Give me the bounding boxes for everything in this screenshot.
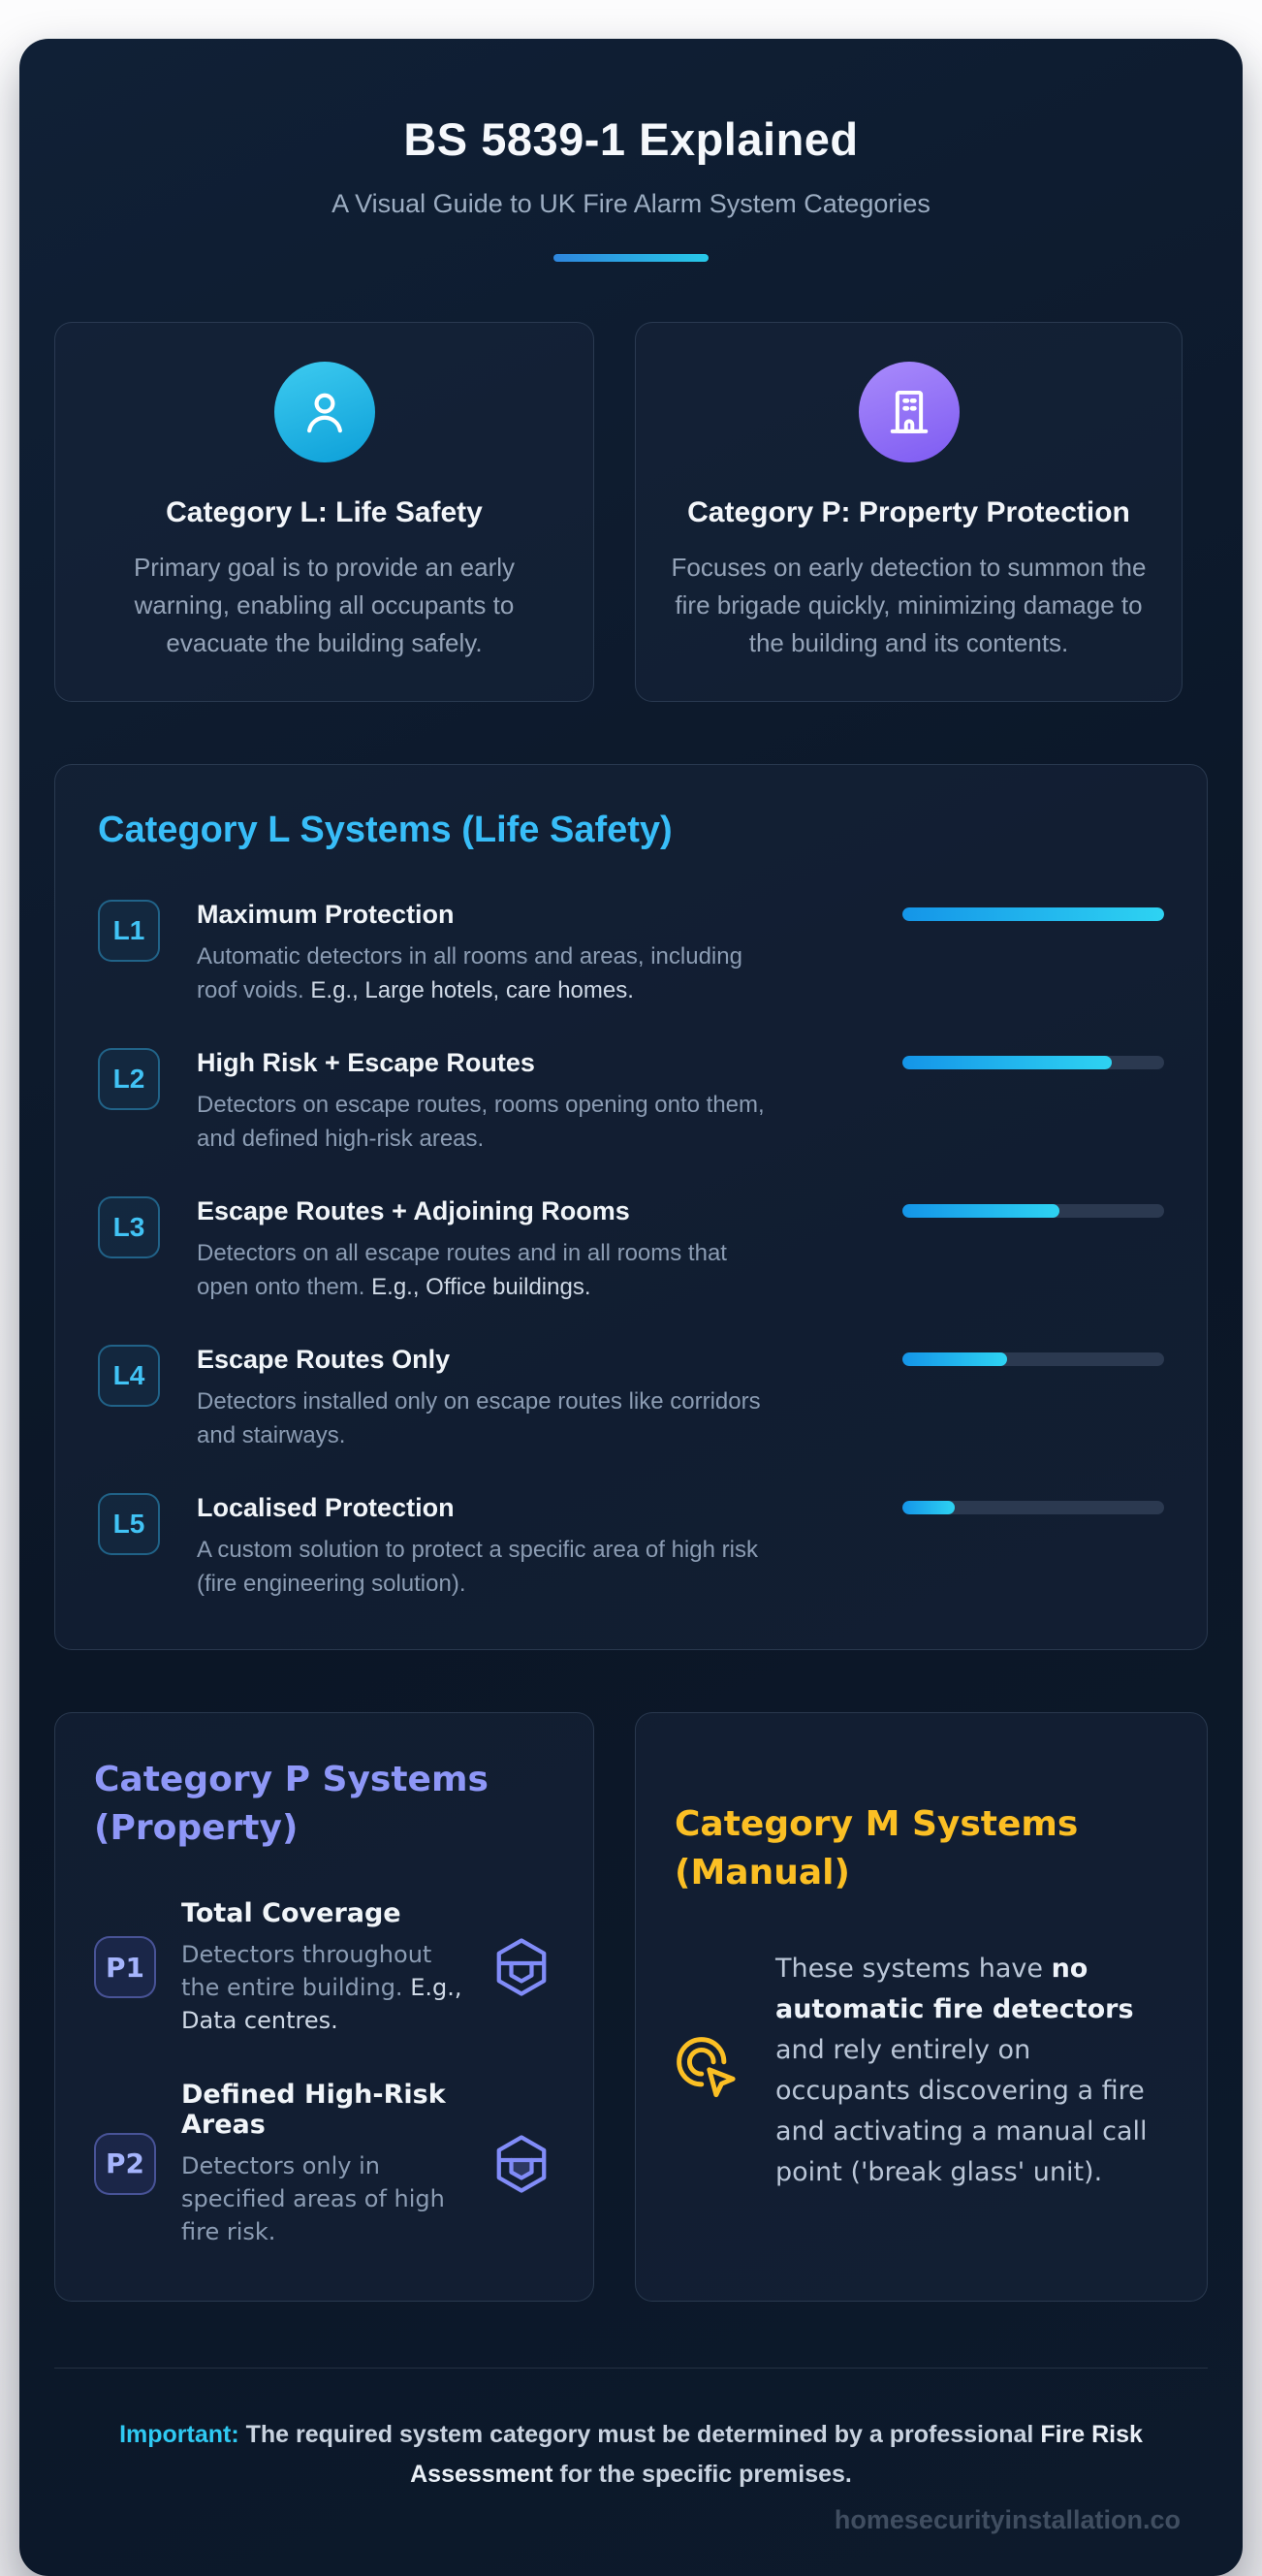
row-description: Automatic detectors in all rooms and are…: [197, 939, 778, 1007]
row-example: E.g., Data centres.: [181, 1973, 462, 2034]
cursor-click-icon: [677, 2037, 736, 2098]
coverage-bar: [902, 1500, 1164, 1514]
page-subtitle: A Visual Guide to UK Fire Alarm System C…: [331, 189, 931, 218]
card-description: Focuses on early detection to summon the…: [671, 552, 1147, 657]
overview-grid: Category L: Life Safety Primary goal is …: [54, 322, 1208, 702]
infographic-poster: BS 5839-1 Explained A Visual Guide to UK…: [19, 39, 1243, 2576]
row-description: Detectors installed only on escape route…: [197, 1384, 778, 1452]
row-description: Detectors only in specified areas of hig…: [181, 2149, 463, 2248]
row-description-text: Detectors only in specified areas of hig…: [181, 2151, 445, 2245]
l-system-row-l5: L5 Localised Protection A custom solutio…: [98, 1492, 1164, 1601]
header: BS 5839-1 Explained A Visual Guide to UK…: [54, 112, 1208, 262]
coverage-bar-fill: [902, 1352, 1007, 1366]
l-system-row-l2: L2 High Risk + Escape Routes Detectors o…: [98, 1047, 1164, 1156]
p-system-row-p1: P1 Total Coverage Detectors throughout t…: [94, 1898, 554, 2037]
row-title: Escape Routes + Adjoining Rooms: [197, 1195, 630, 1225]
row-title: Escape Routes Only: [197, 1344, 451, 1374]
row-content: High Risk + Escape Routes Detectors on e…: [197, 1048, 778, 1156]
row-badge: P2: [94, 2132, 156, 2195]
l-system-row-l1: L1 Maximum Protection Automatic detector…: [98, 899, 1164, 1007]
category-p-icon-circle: [858, 362, 960, 462]
bottom-grid: Category P Systems (Property) P1 Total C…: [54, 1711, 1208, 2303]
row-description: Detectors on all escape routes and in al…: [197, 1236, 778, 1304]
row-content: Localised Protection A custom solution t…: [197, 1493, 778, 1601]
row-title: Total Coverage: [181, 1897, 401, 1928]
row-badge: P1: [94, 1936, 156, 1999]
m-systems-card: Category M Systems (Manual) These system…: [635, 1711, 1208, 2303]
p-systems-card: Category P Systems (Property) P1 Total C…: [54, 1711, 594, 2303]
row-description-text: A custom solution to protect a specific …: [197, 1536, 758, 1597]
coverage-bar-fill: [902, 906, 1164, 921]
row-description: Detectors on escape routes, rooms openin…: [197, 1088, 778, 1156]
l-system-row-l4: L4 Escape Routes Only Detectors installe…: [98, 1344, 1164, 1452]
card-title: Category L: Life Safety: [166, 496, 483, 528]
box-icon: [496, 2135, 547, 2193]
l-systems-heading: Category L Systems (Life Safety): [98, 809, 673, 850]
l-system-row-l3: L3 Escape Routes + Adjoining Rooms Detec…: [98, 1195, 1164, 1304]
row-title: Defined High-Risk Areas: [181, 2079, 446, 2140]
l-systems-card: Category L Systems (Life Safety) L1 Maxi…: [54, 763, 1208, 1650]
row-description-text: Detectors throughout the entire building…: [181, 1940, 432, 2001]
row-description-text: Detectors on all escape routes and in al…: [197, 1239, 727, 1300]
coverage-bar: [902, 1055, 1164, 1069]
row-content: Total Coverage Detectors throughout the …: [181, 1898, 463, 2037]
title-underline-bar: [553, 254, 709, 262]
user-icon: [306, 393, 342, 433]
m-systems-heading: Category M Systems (Manual): [675, 1803, 1079, 1893]
row-badge: L5: [98, 1492, 160, 1555]
coverage-bar-fill: [902, 1055, 1112, 1069]
row-description-text: Automatic detectors in all rooms and are…: [197, 942, 742, 1003]
footer-note: Important: The required system category …: [117, 2415, 1145, 2496]
row-example: E.g., Large hotels, care homes.: [310, 976, 634, 1003]
page-title: BS 5839-1 Explained: [403, 113, 859, 165]
row-content: Defined High-Risk Areas Detectors only i…: [181, 2080, 463, 2248]
card-category-p: Category P: Property Protection Focuses …: [635, 322, 1183, 702]
row-description-text: Detectors installed only on escape route…: [197, 1387, 761, 1448]
row-badge: L4: [98, 1344, 160, 1407]
card-title: Category P: Property Protection: [687, 496, 1130, 528]
row-description-text: Detectors on escape routes, rooms openin…: [197, 1091, 765, 1152]
row-content: Escape Routes Only Detectors installed o…: [197, 1345, 778, 1452]
box-icon: [496, 1938, 547, 1996]
row-title: Maximum Protection: [197, 899, 455, 929]
category-l-icon-circle: [273, 362, 375, 462]
row-title: High Risk + Escape Routes: [197, 1047, 535, 1077]
footer: Important: The required system category …: [54, 2368, 1208, 2535]
m-systems-row: These systems have no automatic fire det…: [675, 1949, 1168, 2194]
coverage-bar-fill: [902, 1500, 955, 1514]
footer-note-part: The required system category must be det…: [238, 2421, 1041, 2449]
footer-note-part: for the specific premises.: [552, 2461, 852, 2489]
row-content: Maximum Protection Automatic detectors i…: [197, 900, 778, 1007]
row-content: Escape Routes + Adjoining Rooms Detector…: [197, 1196, 778, 1304]
coverage-bar: [902, 906, 1164, 921]
m-text-part: and rely entirely on occupants discoveri…: [775, 2034, 1148, 2188]
card-description: Primary goal is to provide an early warn…: [133, 552, 516, 657]
m-systems-text: These systems have no automatic fire det…: [775, 1949, 1168, 2194]
coverage-bar-fill: [902, 1203, 1059, 1218]
p-system-row-p2: P2 Defined High-Risk Areas Detectors onl…: [94, 2080, 554, 2248]
row-badge: L1: [98, 899, 160, 962]
m-text-part: These systems have: [775, 1953, 1052, 1984]
row-example: E.g., Office buildings.: [371, 1273, 591, 1300]
building-icon: [890, 390, 928, 433]
p-systems-heading: Category P Systems (Property): [94, 1759, 489, 1849]
row-title: Localised Protection: [197, 1492, 455, 1522]
coverage-bar: [902, 1203, 1164, 1218]
m-text-part-bold: no automatic fire detectors: [775, 1953, 1134, 2024]
watermark: homesecurityinstallation.co: [834, 2504, 1181, 2534]
footer-note-accent: Important:: [119, 2421, 239, 2449]
row-badge: L3: [98, 1195, 160, 1258]
row-badge: L2: [98, 1047, 160, 1110]
card-category-l: Category L: Life Safety Primary goal is …: [54, 322, 594, 702]
row-description: A custom solution to protect a specific …: [197, 1533, 778, 1601]
row-description: Detectors throughout the entire building…: [181, 1938, 463, 2037]
coverage-bar: [902, 1352, 1164, 1366]
